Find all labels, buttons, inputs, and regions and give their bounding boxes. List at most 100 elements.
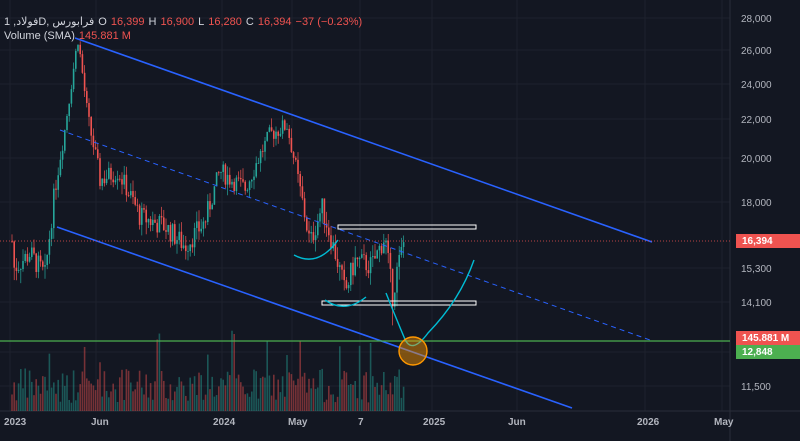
candle-body xyxy=(59,159,62,176)
volume-badge: 145.881 M xyxy=(736,331,800,345)
candle-body xyxy=(28,256,31,262)
candle-body xyxy=(20,269,22,270)
candle-body xyxy=(77,44,79,51)
volume-bar xyxy=(196,394,198,411)
candle-body xyxy=(24,253,26,261)
volume-bar xyxy=(57,379,59,411)
candle-body xyxy=(160,216,163,218)
volume-bar xyxy=(116,401,119,411)
candle-body xyxy=(306,217,308,231)
candle-body xyxy=(224,164,227,185)
time-tick-label: Jun xyxy=(91,417,109,428)
volume-bar xyxy=(347,385,350,411)
volume-bar xyxy=(48,353,51,411)
volume-bar xyxy=(28,370,31,411)
candle-body xyxy=(90,116,92,136)
volume-bar xyxy=(325,399,328,411)
volume-bar xyxy=(26,397,29,411)
price-tick-label: 22,000 xyxy=(741,115,772,126)
candle-body xyxy=(127,195,130,197)
candle-body xyxy=(229,174,231,185)
volume-bar xyxy=(171,400,174,411)
candle-body xyxy=(398,254,400,267)
volume-bar xyxy=(99,362,101,411)
candle-body xyxy=(303,198,306,218)
candle-body xyxy=(105,178,108,184)
volume-bar xyxy=(187,400,189,411)
candle-body xyxy=(336,259,339,267)
candle-body xyxy=(35,253,37,272)
time-tick-label: 7 xyxy=(358,417,364,428)
candle-body xyxy=(358,257,361,260)
volume-bar xyxy=(378,394,381,411)
high-value: 16,900 xyxy=(160,16,195,28)
candle-body xyxy=(321,198,323,214)
volume-indicator-label: Volume (SMA) xyxy=(4,30,75,42)
volume-bar xyxy=(121,369,123,411)
volume-bar xyxy=(31,381,33,411)
volume-bar xyxy=(376,382,378,411)
candle-body xyxy=(189,244,191,252)
last-price-badge: 16,394 xyxy=(736,234,800,248)
candle-body xyxy=(187,251,189,252)
volume-bar xyxy=(125,369,128,411)
volume-bar xyxy=(77,392,79,411)
price-tick-label: 14,100 xyxy=(741,298,772,309)
candle-body xyxy=(145,209,147,223)
candle-body xyxy=(277,131,279,136)
candle-body xyxy=(86,91,88,104)
candle-body xyxy=(99,158,101,186)
candle-body xyxy=(352,262,354,276)
candle-body xyxy=(180,231,183,248)
candle-body xyxy=(312,232,315,241)
candle-body xyxy=(299,174,301,187)
candle-body xyxy=(44,265,46,267)
candle-body xyxy=(396,266,398,293)
time-tick-label: Jun xyxy=(508,417,526,428)
candle-body xyxy=(149,219,152,226)
volume-bar xyxy=(42,376,44,411)
candle-body xyxy=(48,238,51,255)
volume-bar xyxy=(180,381,183,411)
volume-bar xyxy=(224,385,227,411)
candle-body xyxy=(176,240,178,244)
volume-bar xyxy=(339,346,341,411)
candle-body xyxy=(165,230,167,232)
volume-bar xyxy=(167,398,169,411)
volume-bar xyxy=(343,370,345,411)
candle-body xyxy=(389,252,392,269)
candle-body xyxy=(209,201,211,210)
candle-body xyxy=(367,270,370,274)
candle-body xyxy=(31,247,33,257)
candle-body xyxy=(141,208,143,225)
volume-bar xyxy=(158,333,161,411)
volume-bar xyxy=(103,371,106,411)
volume-bar xyxy=(266,340,268,411)
volume-bar xyxy=(94,390,97,411)
candle-body xyxy=(171,224,174,242)
volume-bar xyxy=(372,376,374,411)
volume-bar xyxy=(352,384,354,411)
volume-bar xyxy=(374,386,376,411)
close-label: C xyxy=(245,16,254,28)
volume-bar xyxy=(264,377,266,411)
volume-bar xyxy=(215,395,218,411)
volume-bar xyxy=(64,385,66,411)
candle-body xyxy=(138,205,141,225)
volume-bar xyxy=(235,378,238,411)
candle-body xyxy=(341,265,343,270)
volume-bar xyxy=(391,394,394,411)
resistance-box xyxy=(337,224,477,230)
volume-bar xyxy=(367,402,370,411)
candle-body xyxy=(339,265,341,267)
candle-body xyxy=(17,269,20,271)
candle-body xyxy=(26,253,29,262)
candle-body xyxy=(178,231,180,241)
candle-body xyxy=(37,255,40,272)
channel-mid-dashed-line xyxy=(59,129,651,341)
candle-body xyxy=(231,181,233,185)
volume-bar xyxy=(330,394,332,411)
candle-body xyxy=(123,174,125,185)
volume-bar xyxy=(147,397,150,411)
